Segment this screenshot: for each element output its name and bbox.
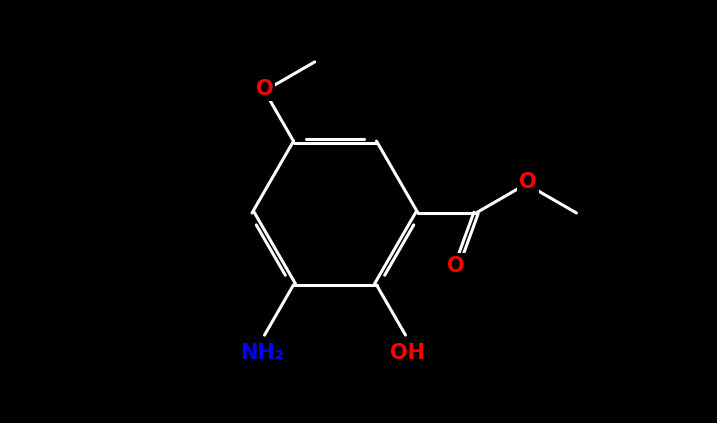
- Text: O: O: [519, 172, 537, 192]
- Text: O: O: [447, 255, 465, 275]
- Text: NH₂: NH₂: [241, 343, 285, 363]
- Text: OH: OH: [390, 343, 425, 363]
- Text: O: O: [256, 79, 273, 99]
